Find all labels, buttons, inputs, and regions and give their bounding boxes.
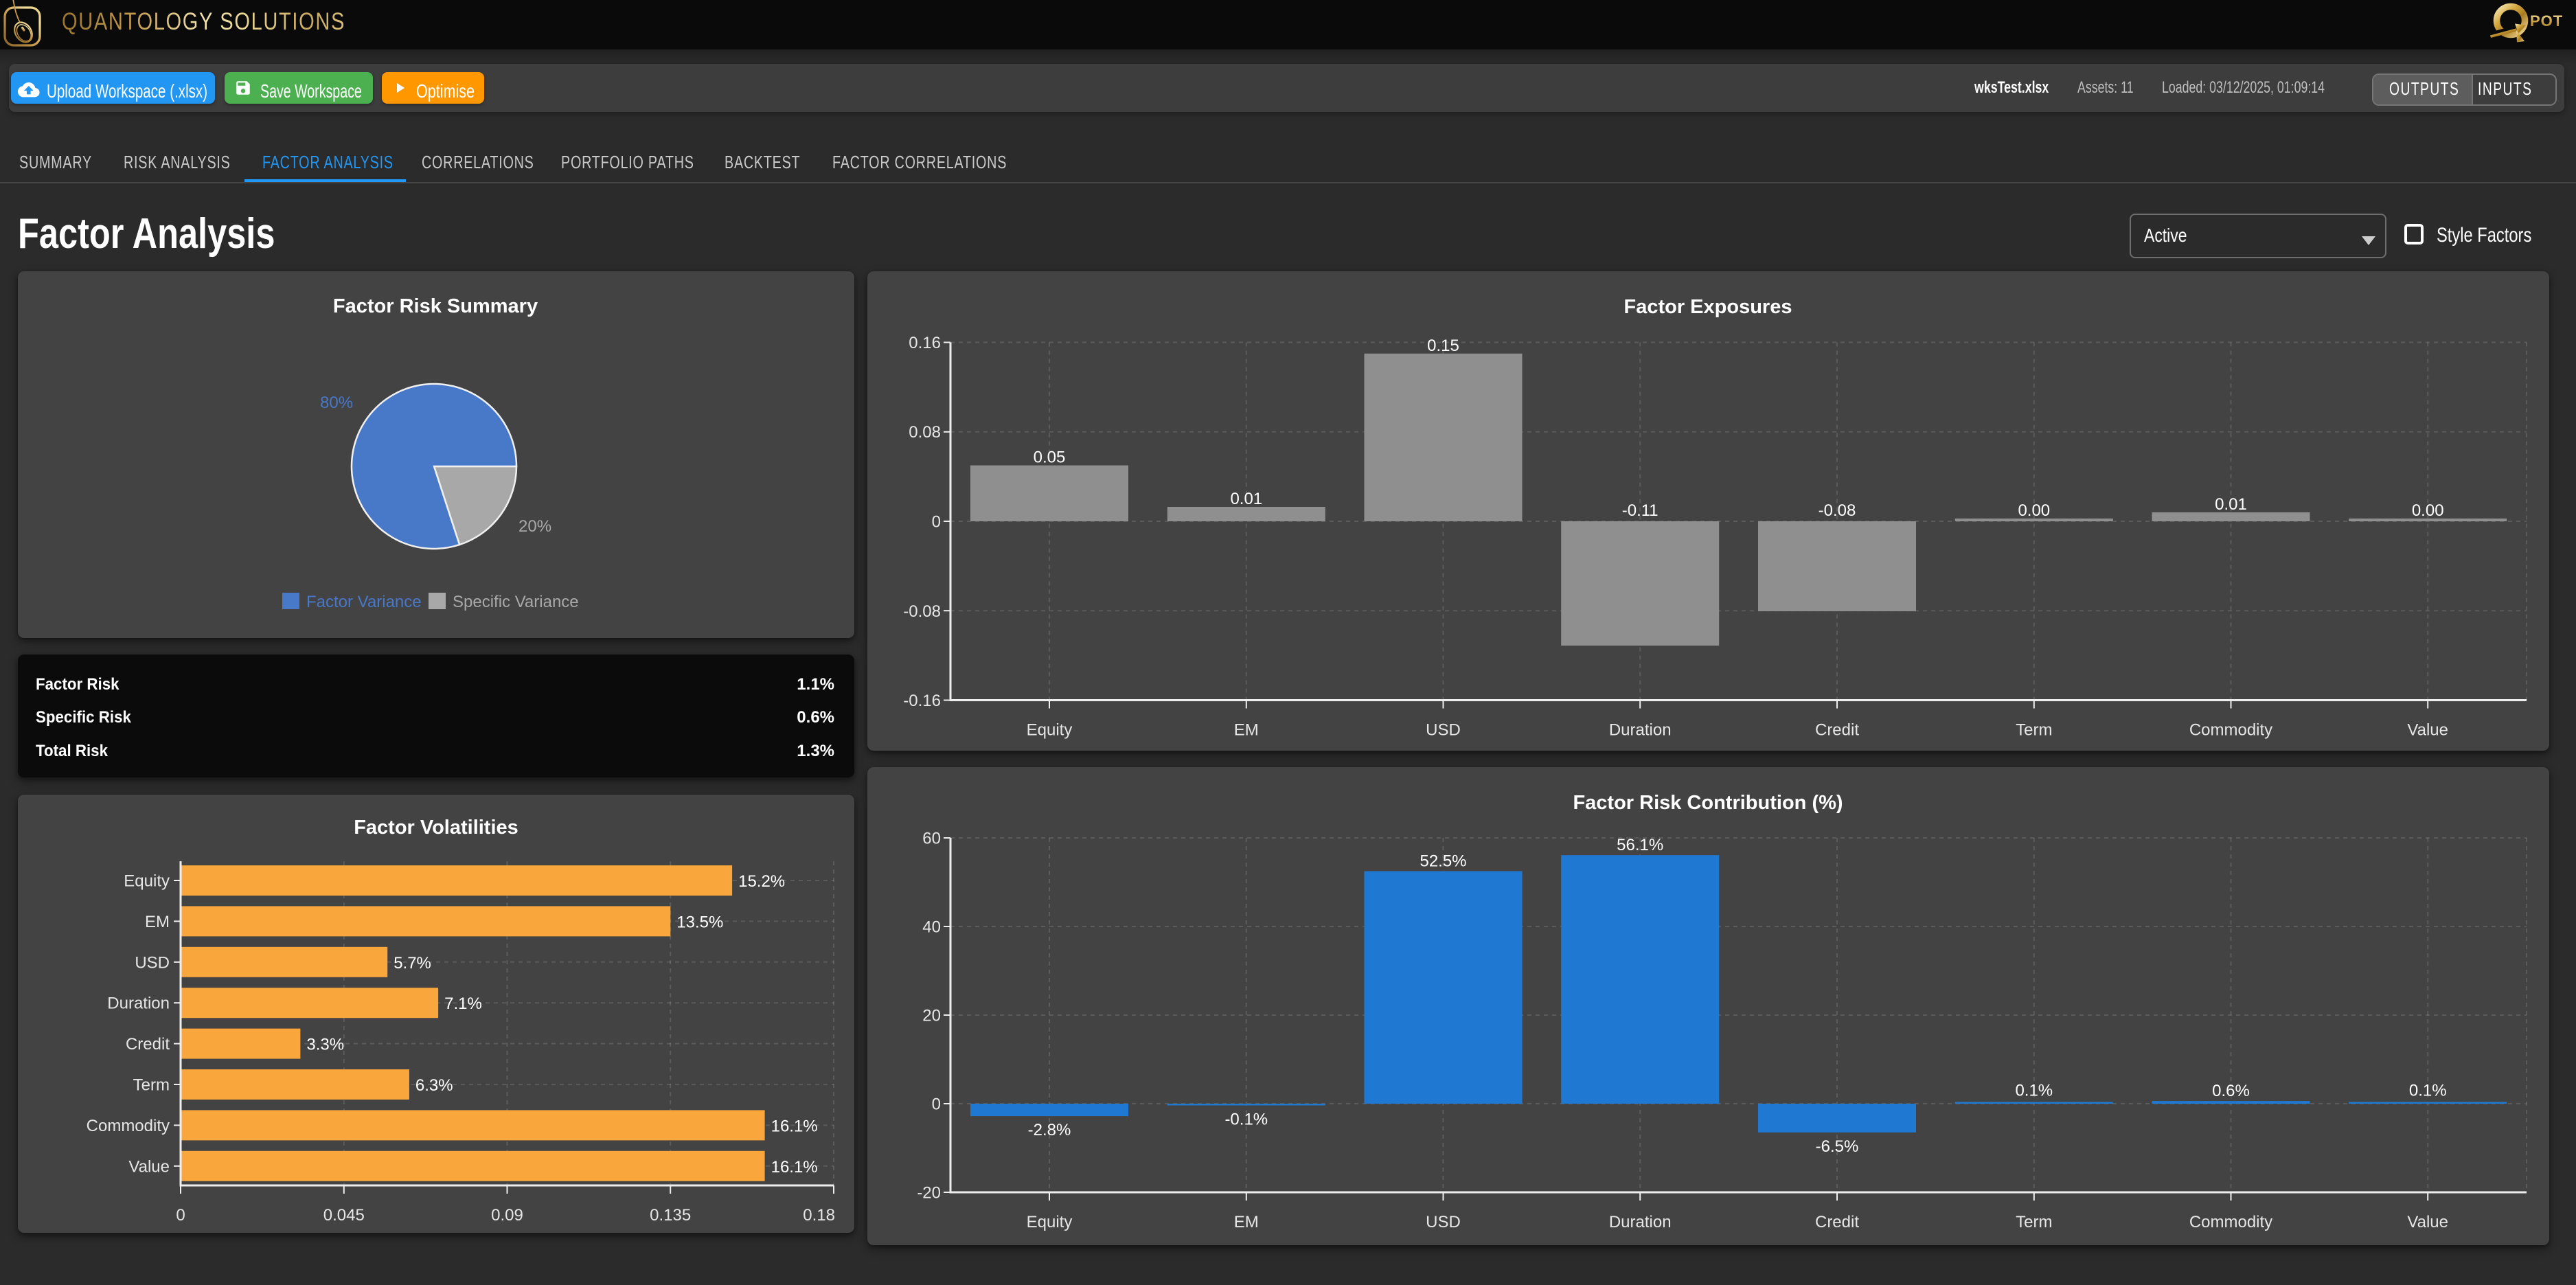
svg-text:Duration: Duration — [1609, 1213, 1672, 1231]
svg-text:Value: Value — [2407, 721, 2448, 740]
svg-text:7.1%: 7.1% — [444, 994, 482, 1013]
svg-text:Factor Volatilities: Factor Volatilities — [354, 817, 518, 839]
svg-text:Duration: Duration — [107, 994, 170, 1013]
svg-text:USD: USD — [1426, 721, 1461, 740]
svg-text:0.1%: 0.1% — [2015, 1082, 2053, 1100]
svg-text:0.045: 0.045 — [323, 1206, 365, 1225]
svg-text:USD: USD — [1426, 1213, 1461, 1231]
svg-text:Factor Risk Contribution (%): Factor Risk Contribution (%) — [1573, 792, 1843, 814]
svg-text:0.18: 0.18 — [803, 1206, 835, 1225]
svg-text:-0.1%: -0.1% — [1224, 1111, 1268, 1129]
svg-text:0.135: 0.135 — [650, 1206, 691, 1225]
svg-text:Credit: Credit — [1815, 721, 1859, 740]
svg-text:Term: Term — [133, 1076, 170, 1095]
svg-text:0: 0 — [932, 513, 941, 532]
svg-text:80%: 80% — [320, 394, 353, 412]
svg-text:15.2%: 15.2% — [738, 872, 785, 891]
svg-text:EM: EM — [1234, 1213, 1259, 1231]
svg-text:-6.5%: -6.5% — [1816, 1137, 1859, 1156]
svg-text:0.00: 0.00 — [2412, 501, 2444, 520]
svg-text:Credit: Credit — [1815, 1213, 1859, 1231]
svg-text:0.09: 0.09 — [491, 1206, 523, 1225]
svg-text:Credit: Credit — [126, 1035, 170, 1054]
svg-text:Term: Term — [2016, 721, 2052, 740]
svg-text:0.1%: 0.1% — [2409, 1082, 2447, 1100]
svg-text:0.01: 0.01 — [1230, 490, 1262, 508]
svg-text:0: 0 — [176, 1206, 185, 1225]
svg-text:Value: Value — [128, 1157, 170, 1176]
svg-text:56.1%: 56.1% — [1617, 836, 1663, 854]
svg-text:Factor Exposures: Factor Exposures — [1624, 296, 1792, 318]
svg-text:EM: EM — [1234, 721, 1259, 740]
svg-text:0.00: 0.00 — [2018, 501, 2050, 520]
svg-text:Equity: Equity — [1027, 1213, 1073, 1231]
svg-text:Commodity: Commodity — [87, 1117, 170, 1135]
svg-text:Equity: Equity — [124, 872, 170, 891]
svg-text:0.05: 0.05 — [1034, 448, 1066, 467]
svg-text:EM: EM — [145, 913, 170, 931]
svg-text:52.5%: 52.5% — [1420, 852, 1466, 870]
svg-text:40: 40 — [922, 918, 941, 937]
svg-text:6.3%: 6.3% — [415, 1076, 453, 1095]
svg-text:Factor Variance: Factor Variance — [306, 593, 422, 611]
svg-text:-0.11: -0.11 — [1622, 501, 1659, 520]
svg-text:Term: Term — [2016, 1213, 2052, 1231]
svg-text:-0.08: -0.08 — [1819, 501, 1856, 520]
svg-text:-2.8%: -2.8% — [1028, 1121, 1071, 1139]
svg-text:0.08: 0.08 — [909, 423, 941, 442]
svg-text:Specific Variance: Specific Variance — [453, 593, 579, 611]
svg-text:13.5%: 13.5% — [676, 913, 723, 931]
svg-text:0.15: 0.15 — [1427, 337, 1459, 355]
svg-text:0.01: 0.01 — [2215, 495, 2247, 514]
svg-text:-0.16: -0.16 — [903, 692, 941, 710]
svg-text:Commodity: Commodity — [2189, 721, 2272, 740]
svg-text:Value: Value — [2407, 1213, 2448, 1231]
svg-text:Equity: Equity — [1027, 721, 1073, 740]
svg-text:20: 20 — [922, 1007, 941, 1025]
svg-text:0.16: 0.16 — [909, 334, 941, 352]
svg-text:3.3%: 3.3% — [306, 1036, 344, 1054]
svg-text:0: 0 — [932, 1095, 941, 1114]
svg-text:60: 60 — [922, 830, 941, 848]
svg-text:POT: POT — [2530, 12, 2563, 30]
svg-text:Commodity: Commodity — [2189, 1213, 2272, 1231]
svg-text:5.7%: 5.7% — [394, 954, 431, 973]
svg-text:0.6%: 0.6% — [2212, 1082, 2250, 1100]
svg-text:16.1%: 16.1% — [771, 1117, 818, 1135]
svg-text:USD: USD — [135, 953, 170, 972]
svg-text:20%: 20% — [518, 517, 551, 536]
svg-text:-20: -20 — [917, 1184, 941, 1203]
svg-text:16.1%: 16.1% — [771, 1158, 818, 1176]
svg-text:Duration: Duration — [1609, 721, 1672, 740]
svg-text:Factor Risk Summary: Factor Risk Summary — [333, 295, 538, 317]
svg-text:-0.08: -0.08 — [903, 602, 941, 621]
